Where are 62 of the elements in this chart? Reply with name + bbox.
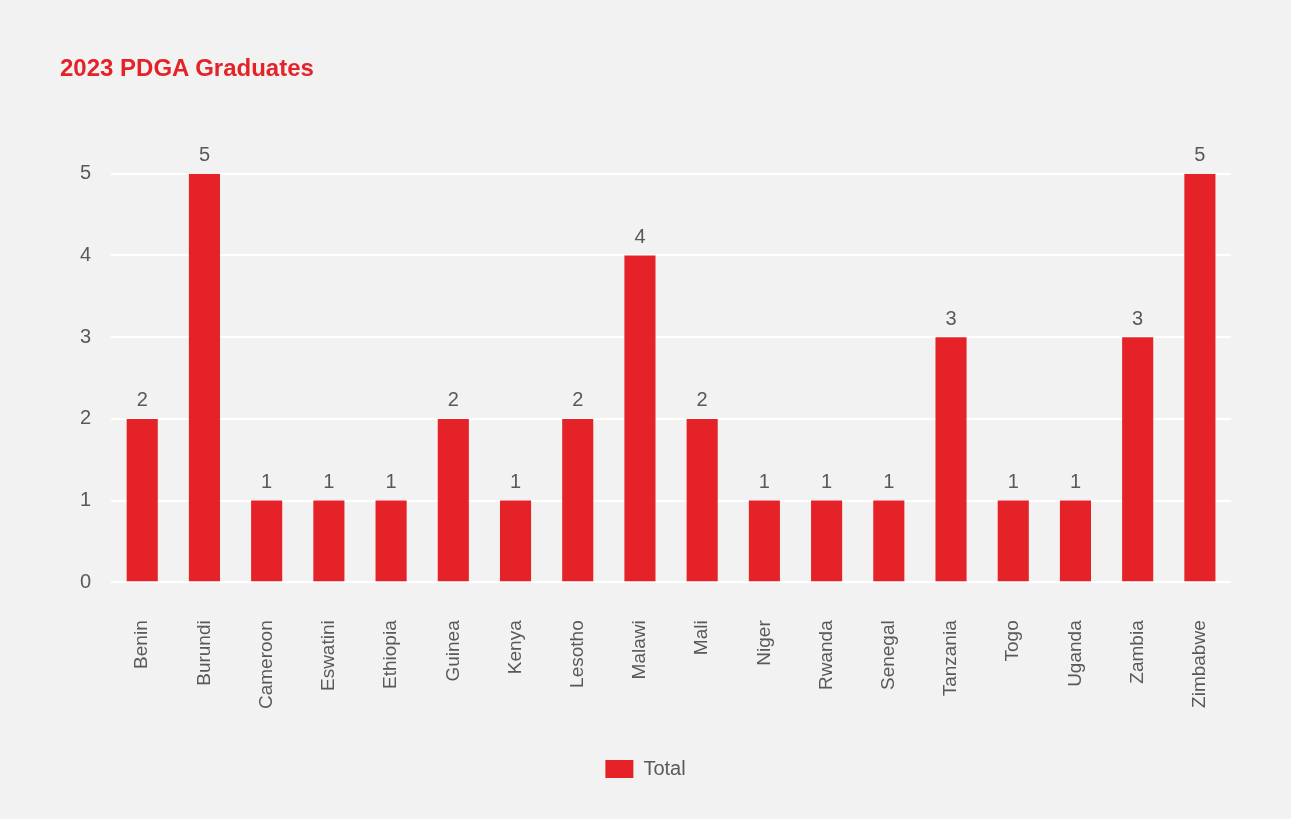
bar (935, 337, 967, 582)
legend-label: Total (643, 756, 686, 779)
data-label: 2 (572, 388, 584, 411)
x-tick-label: Lesotho (565, 620, 587, 688)
bar (126, 418, 158, 582)
x-tick-label: Guinea (441, 619, 463, 682)
bar (624, 255, 656, 582)
data-label: 3 (1132, 306, 1144, 329)
bar (1122, 337, 1154, 582)
y-tick-label: 4 (80, 243, 92, 266)
x-tick-label: Uganda (1063, 619, 1085, 687)
y-tick-label: 0 (80, 569, 92, 592)
data-label: 5 (1194, 143, 1206, 166)
data-label: 1 (883, 470, 895, 493)
data-label: 1 (1007, 470, 1019, 493)
data-label: 1 (758, 470, 770, 493)
x-tick-label: Ethiopia (379, 619, 401, 689)
data-label: 1 (821, 470, 833, 493)
data-label: 2 (136, 388, 148, 411)
x-tick-label: Mali (690, 620, 712, 656)
x-tick-label: Cameroon (254, 620, 276, 710)
bar (251, 500, 283, 582)
chart-title: 2023 PDGA Graduates (60, 54, 314, 82)
x-tick-label: Niger (752, 619, 774, 666)
bar (313, 500, 345, 582)
bar (437, 418, 469, 582)
x-tick-label: Eswatini (317, 620, 339, 692)
x-tick-label: Zimbabwe (1188, 620, 1210, 708)
bar (1059, 500, 1092, 582)
data-label: 1 (1069, 470, 1082, 493)
y-tick-label: 5 (80, 161, 92, 184)
data-label: 1 (385, 470, 397, 493)
bar (997, 500, 1029, 582)
bar (499, 500, 532, 582)
data-label: 3 (945, 306, 957, 329)
x-tick-label: Benin (130, 620, 152, 669)
data-label: 1 (261, 470, 273, 493)
x-tick-label: Senegal (877, 620, 899, 691)
bar (748, 500, 780, 582)
x-tick-label: Tanzania (939, 619, 961, 697)
bar (375, 500, 407, 582)
data-label: 1 (509, 470, 522, 493)
bar (188, 173, 220, 582)
y-tick-label: 2 (80, 406, 92, 429)
bar (873, 500, 905, 582)
y-tick-label: 3 (80, 324, 92, 347)
data-label: 2 (696, 388, 708, 411)
bar (686, 418, 718, 582)
data-label: 5 (198, 143, 211, 166)
x-tick-label: Kenya (503, 619, 525, 675)
data-label: 2 (447, 388, 459, 411)
x-tick-label: Zambia (1125, 619, 1147, 684)
bar (811, 500, 843, 582)
x-tick-label: Rwanda (814, 619, 836, 691)
data-label: 1 (323, 470, 335, 493)
bar (562, 418, 594, 582)
data-label: 4 (634, 225, 646, 248)
x-tick-label: Malawi (628, 620, 650, 680)
x-tick-label: Burundi (192, 620, 214, 686)
bar (1184, 173, 1216, 582)
x-tick-label: Togo (1001, 620, 1023, 662)
y-tick-label: 1 (80, 488, 92, 511)
